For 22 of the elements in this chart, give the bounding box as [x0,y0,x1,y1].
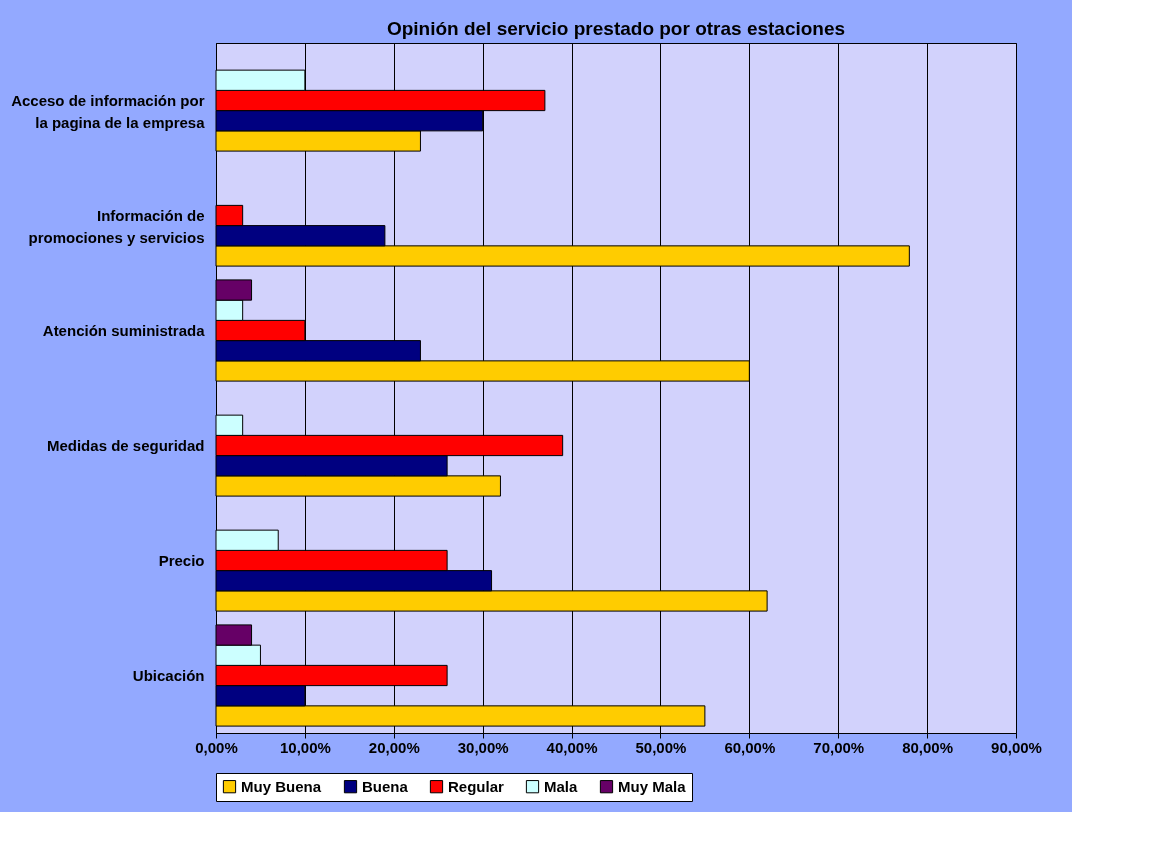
chart-title: Opinión del servicio prestado por otras estaciones [386,18,846,39]
y-tick-label: Ubicación [132,666,205,684]
x-tick-label: 40,00% [546,738,598,756]
legend-label: Regular [448,777,505,795]
y-tick-label: Medidas de seguridad [46,436,205,454]
x-tick-label: 80,00% [902,738,954,756]
legend-label: Buena [362,777,409,795]
legend-label: Mala [544,777,578,795]
x-tick-label: 50,00% [635,738,687,756]
y-tick-label: Atención suministrada [42,321,206,339]
y-tick-label: Acceso de información por la pagina de la empresa [11,91,206,131]
x-tick-label: 10,00% [279,738,331,756]
x-tick-label: 60,00% [724,738,776,756]
legend-label: Muy Buena [241,777,322,795]
y-tick-label: Precio [158,551,205,569]
x-tick-label: 90,00% [991,738,1042,756]
x-tick-label: 20,00% [368,738,420,756]
legend-label: Muy Mala [618,777,687,795]
x-tick-label: 0,00% [195,738,238,756]
y-tick-label: Información de promociones y servicios [28,206,205,246]
x-tick-label: 30,00% [457,738,509,756]
x-tick-label: 70,00% [813,738,865,756]
